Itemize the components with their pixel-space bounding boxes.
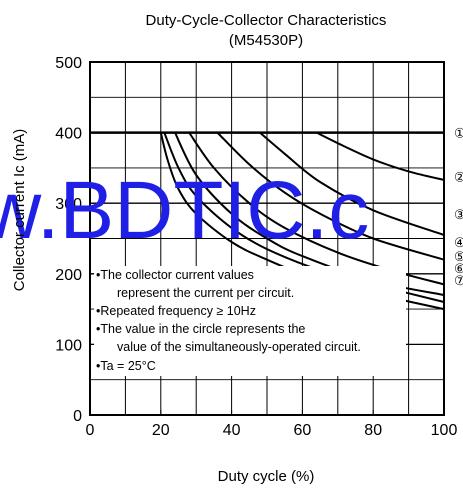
y-tick-label: 400 (55, 126, 82, 143)
y-axis-ticks: 0 100 200 300 400 500 (55, 55, 95, 425)
x-tick-label: 40 (223, 422, 241, 439)
y-tick-label: 0 (73, 408, 82, 425)
x-tick-label: 20 (152, 422, 170, 439)
series-curve (259, 131, 445, 236)
chart-title: Duty-Cycle-Collector Characteristics (146, 12, 387, 29)
annotation-line: •The value in the circle represents the (96, 322, 305, 336)
series-label: ⑤ (454, 249, 463, 264)
series-label: ⑦ (454, 273, 463, 288)
y-tick-label: 200 (55, 267, 82, 284)
series-label: ④ (454, 235, 463, 250)
x-axis-ticks: 0 20 40 60 80 100 (86, 410, 458, 439)
x-tick-label: 100 (431, 422, 458, 439)
series-curve (316, 131, 445, 181)
annotation-line: •The collector current values (96, 268, 254, 282)
annotation-box: •The collector current values represent … (94, 266, 406, 376)
x-tick-label: 60 (294, 422, 312, 439)
x-tick-label: 80 (364, 422, 382, 439)
x-tick-label: 0 (86, 422, 95, 439)
chart-subtitle: (M54530P) (229, 32, 303, 49)
x-axis-label: Duty cycle (%) (218, 468, 315, 485)
series-label: ③ (454, 207, 463, 222)
series-label: ② (454, 169, 463, 184)
y-tick-label: 500 (55, 55, 82, 72)
annotation-background (94, 266, 406, 376)
series-label: ① (454, 126, 463, 141)
y-tick-label: 100 (55, 337, 82, 354)
series-curve (216, 131, 445, 261)
annotation-line: represent the current per circuit. (117, 286, 294, 300)
annotation-line: •Ta = 25°C (96, 359, 156, 373)
watermark: w.BDTIC.c (0, 165, 369, 256)
annotation-line: •Repeated frequency ≥ 10Hz (96, 304, 256, 318)
y-axis-label: Collector current Ic (mA) (11, 129, 28, 292)
series-label: ⑥ (454, 261, 463, 276)
annotation-line: value of the simultaneously-operated cir… (117, 340, 361, 354)
plot-area-frame (89, 61, 445, 416)
y-tick-label: 300 (55, 196, 82, 213)
